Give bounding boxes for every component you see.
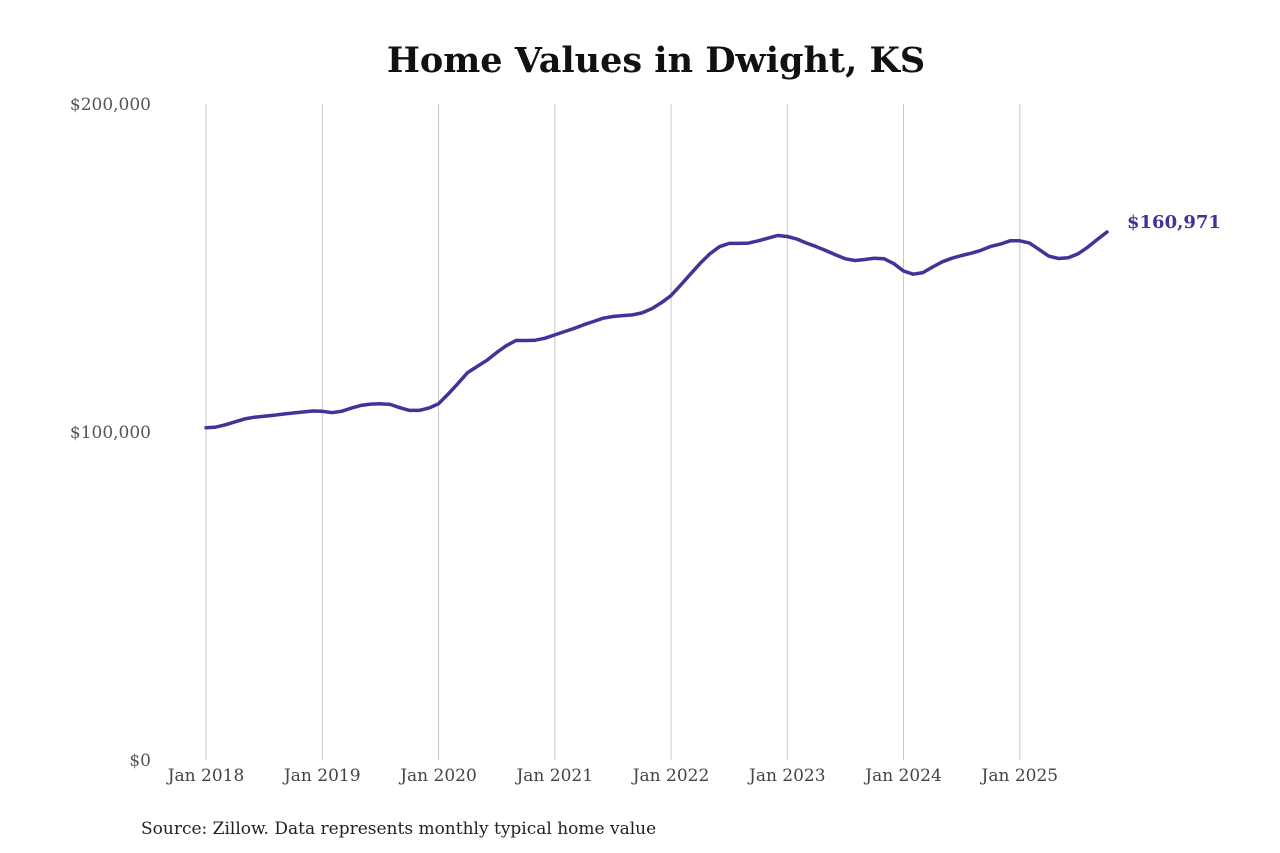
y-tick-label: $100,000 bbox=[70, 423, 151, 443]
y-tick-label: $200,000 bbox=[70, 95, 151, 115]
x-tick-label: Jan 2024 bbox=[863, 766, 942, 786]
x-tick-label: Jan 2023 bbox=[747, 766, 826, 786]
chart-title: Home Values in Dwight, KS bbox=[387, 40, 925, 81]
x-tick-label: Jan 2020 bbox=[398, 766, 477, 786]
x-tick-label: Jan 2022 bbox=[631, 766, 710, 786]
x-axis: Jan 2018 Jan 2019 Jan 2020 Jan 2021 Jan 2022… bbox=[166, 766, 1058, 786]
y-tick-label: $0 bbox=[129, 751, 151, 771]
series-layer: $160,971 bbox=[204, 212, 1221, 430]
x-tick-label: Jan 2019 bbox=[282, 766, 361, 786]
x-tick-label: Jan 2021 bbox=[514, 766, 593, 786]
y-axis: $0 $100,000 $200,000 bbox=[70, 95, 151, 771]
source-note: Source: Zillow. Data represents monthly … bbox=[141, 819, 656, 839]
x-tick-label: Jan 2025 bbox=[980, 766, 1059, 786]
last-value-label: $160,971 bbox=[1127, 212, 1221, 233]
x-tick-label: Jan 2018 bbox=[166, 766, 245, 786]
vertical-gridlines bbox=[205, 104, 1021, 760]
series-line bbox=[204, 230, 1109, 430]
